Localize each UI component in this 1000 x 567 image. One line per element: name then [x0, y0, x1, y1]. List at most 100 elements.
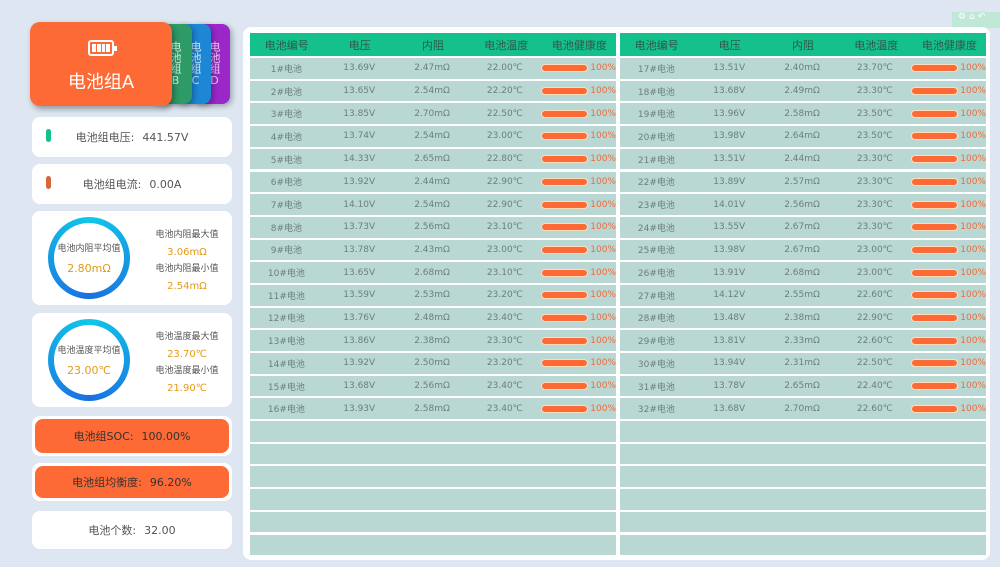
table-row: 11#电池 13.59V 2.53mΩ 23.20℃ 100%	[250, 284, 616, 306]
back-icon[interactable]: ↶	[977, 12, 989, 22]
health-value: 100%	[590, 63, 616, 74]
health-bar	[911, 359, 959, 368]
health-bar	[541, 268, 589, 277]
health-value: 100%	[960, 290, 986, 301]
health-value: 100%	[960, 199, 986, 210]
cell-resistance: 2.48mΩ	[414, 312, 450, 323]
cell-temperature: 22.00℃	[486, 63, 523, 74]
health-bar	[541, 223, 589, 232]
cell-health: 100%	[541, 131, 616, 141]
health-bar	[911, 336, 959, 345]
table-header: 电池编号 电压 内阻 电池温度 电池健康度	[250, 33, 616, 56]
cell-id: 1#电池	[270, 64, 303, 75]
cell-temperature: 22.60℃	[856, 335, 893, 346]
temperature-avg-ring: 电池温度平均值 23.00℃	[48, 319, 130, 401]
cell-temperature: 23.00℃	[856, 267, 893, 278]
health-bar	[541, 404, 589, 413]
health-value: 100%	[590, 358, 616, 369]
cell-resistance: 2.65mΩ	[784, 381, 820, 392]
balance-label: 电池组均衡度:	[72, 476, 142, 489]
health-value: 100%	[590, 403, 616, 414]
cell-resistance: 2.57mΩ	[784, 176, 820, 187]
health-value: 100%	[590, 86, 616, 97]
cell-resistance: 2.43mΩ	[414, 244, 450, 255]
cell-resistance: 2.55mΩ	[784, 290, 820, 301]
toolbar: ⚙⌂↶	[952, 12, 1000, 28]
table-row: 5#电池 14.33V 2.65mΩ 22.80℃ 100%	[250, 148, 616, 170]
cell-temperature: 22.60℃	[856, 290, 893, 301]
cell-resistance: 2.68mΩ	[414, 267, 450, 278]
cell-health: 100%	[541, 222, 616, 232]
cell-temperature: 22.50℃	[856, 358, 893, 369]
cell-voltage: 14.33V	[343, 154, 376, 165]
column-header: 电压	[348, 38, 371, 52]
cell-id: 10#电池	[267, 269, 305, 280]
cell-health: 100%	[541, 154, 616, 164]
cell-temperature: 23.30℃	[856, 154, 893, 165]
health-value: 100%	[590, 199, 616, 210]
cell-health: 100%	[911, 358, 986, 368]
cell-health: 100%	[541, 313, 616, 323]
soc-value: 100.00%	[141, 429, 191, 443]
health-value: 100%	[960, 154, 986, 165]
cell-voltage: 13.94V	[713, 358, 746, 369]
cell-voltage: 14.01V	[713, 199, 746, 210]
health-value: 100%	[960, 131, 986, 142]
cell-voltage: 13.68V	[343, 381, 376, 392]
cell-id: 21#电池	[637, 155, 675, 166]
health-value: 100%	[960, 63, 986, 74]
cell-health: 100%	[911, 313, 986, 323]
cell-temperature: 23.50℃	[856, 131, 893, 142]
empty-row	[620, 443, 986, 465]
cell-resistance: 2.38mΩ	[414, 335, 450, 346]
column-header: 内阻	[422, 38, 444, 52]
health-value: 100%	[960, 358, 986, 369]
cell-voltage: 13.65V	[343, 86, 376, 97]
table-row: 25#电池 13.98V 2.67mΩ 23.00℃ 100%	[620, 239, 986, 261]
cell-resistance: 2.31mΩ	[784, 358, 820, 369]
resistance-min-label: 电池内阻最小值	[155, 264, 219, 274]
empty-row	[250, 511, 616, 533]
balance-card: 电池组均衡度: 96.20%	[32, 463, 232, 501]
column-header: 电池编号	[634, 38, 679, 52]
cell-id: 23#电池	[637, 201, 675, 212]
cell-id: 25#电池	[637, 246, 675, 257]
cell-id: 8#电池	[270, 223, 303, 234]
empty-row	[250, 421, 616, 442]
health-value: 100%	[590, 335, 616, 346]
health-value: 100%	[960, 108, 986, 119]
temperature-min-value: 21.90℃	[167, 383, 207, 394]
health-bar	[541, 245, 589, 254]
cell-health: 100%	[541, 177, 616, 187]
health-bar	[911, 404, 959, 413]
cell-voltage: 14.10V	[343, 199, 376, 210]
health-value: 100%	[960, 267, 986, 278]
temperature-avg-label: 电池温度平均值	[57, 346, 121, 356]
cell-temperature: 23.30℃	[856, 222, 893, 233]
cell-voltage: 13.74V	[343, 131, 376, 142]
table-row: 1#电池 13.69V 2.47mΩ 22.00℃ 100%	[250, 58, 616, 79]
health-bar	[911, 87, 959, 96]
resistance-max-label: 电池内阻最大值	[155, 230, 219, 240]
cell-temperature: 23.30℃	[856, 86, 893, 97]
tab-group-a[interactable]: 电池组A	[30, 22, 172, 106]
health-bar	[541, 64, 589, 73]
settings-icon[interactable]: ⚙	[958, 12, 970, 22]
cell-id: 17#电池	[637, 64, 675, 75]
cell-health: 100%	[911, 109, 986, 119]
column-header: 电池健康度	[551, 38, 607, 52]
column-header: 电池健康度	[921, 38, 977, 52]
cell-table-right: 电池编号 电压 内阻 电池温度 电池健康度 17#电池 13.51V 2.40mΩ 23.70℃…	[620, 33, 986, 556]
health-value: 100%	[960, 335, 986, 346]
empty-row	[620, 489, 986, 510]
home-icon[interactable]: ⌂	[969, 12, 978, 22]
count-label: 电池个数:	[88, 524, 137, 537]
health-bar	[541, 109, 589, 118]
table-row: 10#电池 13.65V 2.68mΩ 23.10℃ 100%	[250, 262, 616, 283]
cell-resistance: 2.54mΩ	[414, 199, 450, 210]
cell-voltage: 13.78V	[343, 244, 376, 255]
cell-resistance: 2.58mΩ	[414, 403, 450, 414]
table-row: 21#电池 13.51V 2.44mΩ 23.30℃ 100%	[620, 148, 986, 170]
cell-voltage: 13.48V	[713, 312, 746, 323]
cell-temperature: 23.40℃	[486, 403, 523, 414]
